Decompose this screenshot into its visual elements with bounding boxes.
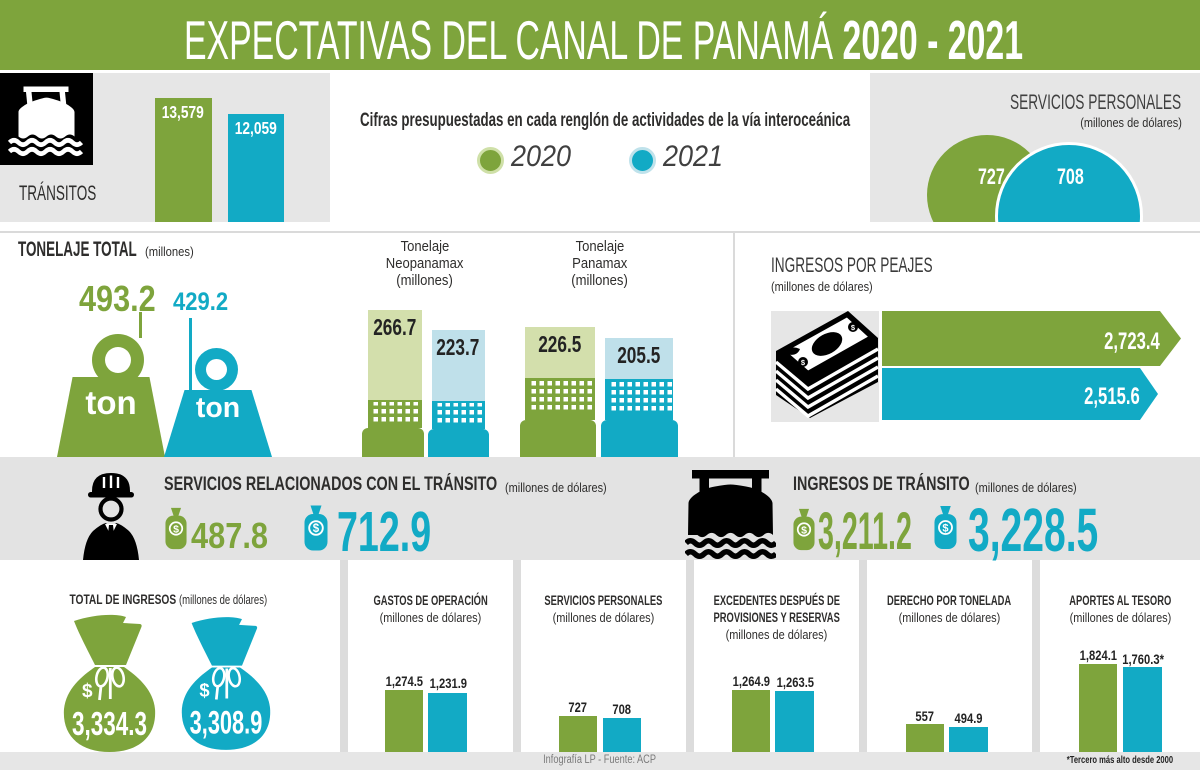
svg-text:$: $ bbox=[173, 523, 179, 535]
svg-text:$: $ bbox=[82, 681, 93, 702]
svg-text:$: $ bbox=[313, 523, 320, 535]
svg-text:$: $ bbox=[851, 323, 856, 332]
svg-text:3,308.9: 3,308.9 bbox=[190, 704, 263, 740]
svg-text:$: $ bbox=[942, 523, 948, 535]
svg-text:$: $ bbox=[199, 680, 209, 701]
svg-text:$: $ bbox=[801, 524, 807, 536]
svg-text:3,334.3: 3,334.3 bbox=[72, 706, 147, 743]
svg-text:$: $ bbox=[801, 358, 806, 367]
